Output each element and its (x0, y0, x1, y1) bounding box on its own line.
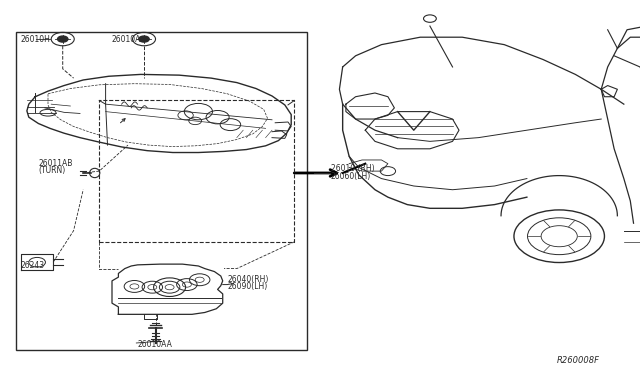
Text: 26040(RH): 26040(RH) (227, 275, 269, 284)
Circle shape (139, 36, 149, 42)
Bar (16, 32, 307, 350)
Text: 26010AA: 26010AA (138, 340, 172, 349)
Text: 26243: 26243 (20, 262, 45, 270)
Text: 26011AB: 26011AB (38, 159, 73, 168)
Text: 26010 (RH): 26010 (RH) (331, 164, 374, 173)
Text: 26060(LH): 26060(LH) (331, 172, 371, 181)
Bar (99, 100, 294, 242)
Text: 26010A: 26010A (112, 35, 141, 44)
Text: (TURN): (TURN) (38, 166, 66, 175)
Text: 26090(LH): 26090(LH) (227, 282, 268, 291)
Text: R260008F: R260008F (557, 356, 600, 365)
Text: 26010H: 26010H (20, 35, 51, 44)
Circle shape (58, 36, 68, 42)
